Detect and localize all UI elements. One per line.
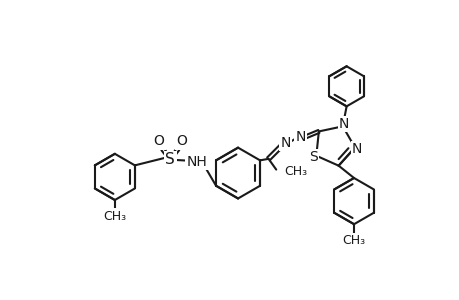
Text: N: N — [338, 117, 349, 131]
Text: NH: NH — [186, 154, 207, 169]
Text: O: O — [153, 134, 164, 148]
Text: O: O — [176, 134, 187, 148]
Text: N: N — [280, 136, 290, 150]
Text: CH₃: CH₃ — [283, 165, 307, 178]
Text: N: N — [351, 142, 362, 156]
Text: S: S — [308, 150, 317, 164]
Text: CH₃: CH₃ — [103, 210, 126, 223]
Text: CH₃: CH₃ — [341, 234, 365, 247]
Text: N: N — [295, 130, 305, 144]
Text: S: S — [165, 152, 175, 167]
